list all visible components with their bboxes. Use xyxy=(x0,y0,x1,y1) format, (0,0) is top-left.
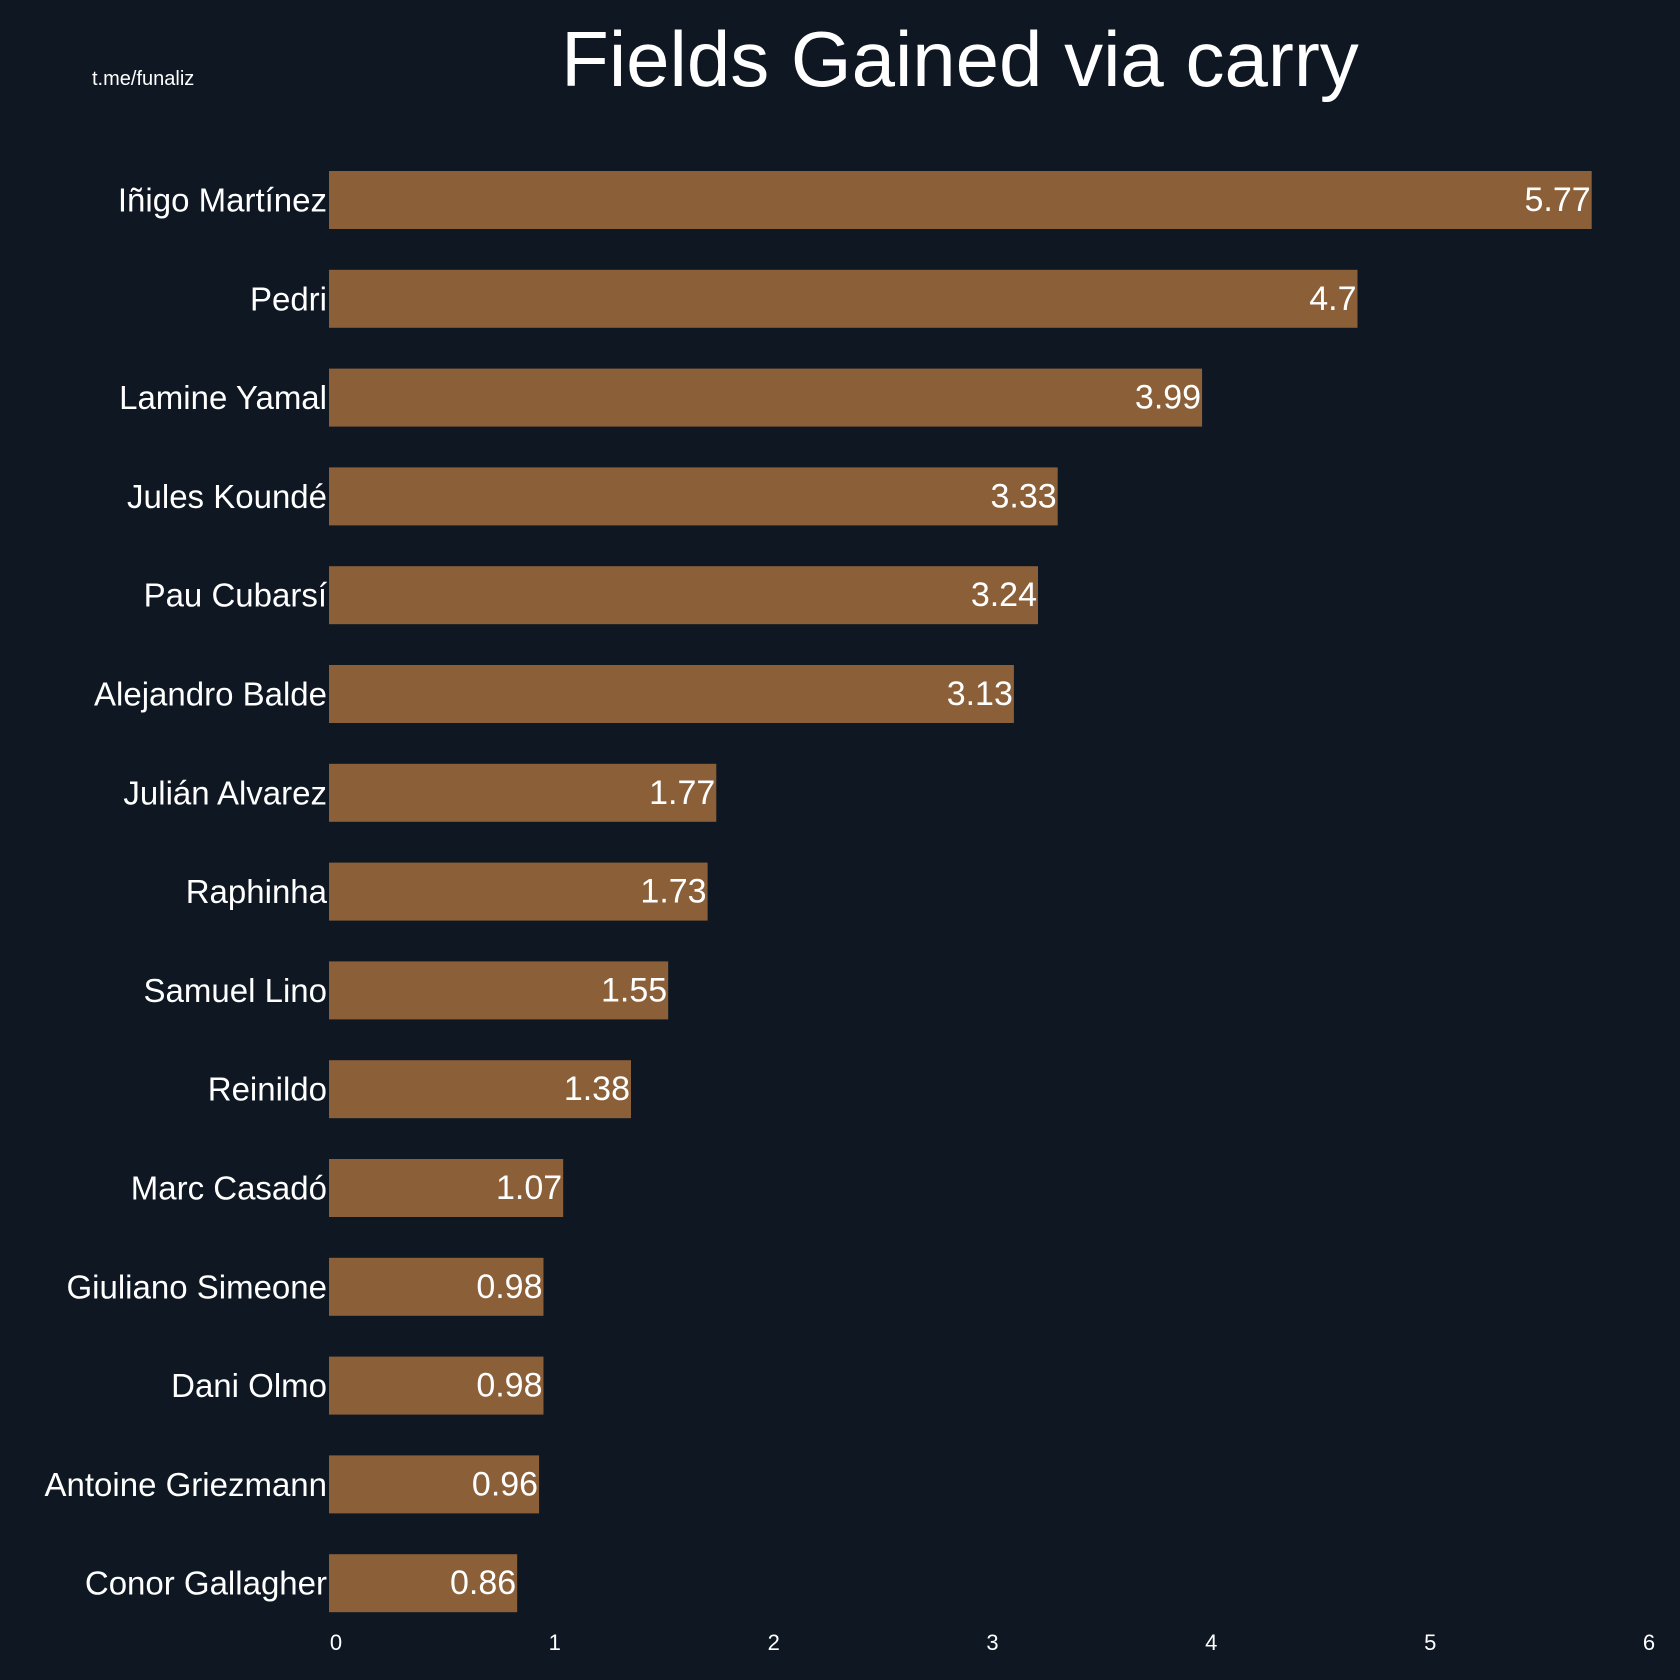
data-label: 0.86 xyxy=(450,1564,516,1602)
bar xyxy=(329,1554,518,1613)
bar xyxy=(329,1257,544,1316)
category-label: Raphinha xyxy=(186,873,328,910)
data-label: 3.24 xyxy=(971,576,1037,614)
data-label: 1.55 xyxy=(601,971,667,1009)
data-label: 1.73 xyxy=(640,873,706,911)
category-label: Jules Koundé xyxy=(127,478,327,515)
chart-title: Fields Gained via carry xyxy=(561,15,1359,103)
x-tick-label: 6 xyxy=(1643,1630,1655,1655)
bar xyxy=(329,1159,564,1217)
data-label: 0.98 xyxy=(476,1268,542,1306)
data-label: 1.38 xyxy=(564,1070,630,1108)
bar xyxy=(329,961,669,1020)
bar xyxy=(329,467,1058,526)
bar xyxy=(329,862,708,921)
x-tick-label: 1 xyxy=(549,1630,561,1655)
bar xyxy=(329,1356,544,1415)
data-label: 1.07 xyxy=(496,1169,562,1207)
data-label: 0.98 xyxy=(476,1367,542,1405)
bar xyxy=(329,763,717,822)
category-label: Iñigo Martínez xyxy=(118,182,327,219)
bar xyxy=(329,1455,540,1514)
category-label: Alejandro Balde xyxy=(94,676,327,713)
bar xyxy=(329,171,1592,229)
category-label: Dani Olmo xyxy=(171,1367,327,1404)
data-label: 3.33 xyxy=(991,477,1057,515)
bar xyxy=(329,665,1014,723)
category-label: Lamine Yamal xyxy=(119,379,327,416)
data-label: 3.13 xyxy=(947,675,1013,713)
data-label: 5.77 xyxy=(1525,181,1591,219)
data-label: 3.99 xyxy=(1135,379,1201,417)
category-label: Conor Gallagher xyxy=(85,1565,327,1602)
bar xyxy=(329,368,1203,427)
bar xyxy=(329,269,1358,328)
category-label: Pau Cubarsí xyxy=(144,577,327,614)
category-label: Julián Alvarez xyxy=(123,774,327,811)
bar xyxy=(329,566,1038,625)
category-label: Reinildo xyxy=(208,1071,327,1108)
watermark: t.me/funaliz xyxy=(92,68,195,90)
category-label: Marc Casadó xyxy=(131,1170,327,1207)
x-tick-label: 0 xyxy=(330,1630,342,1655)
data-label: 4.7 xyxy=(1309,280,1356,318)
category-label: Pedri xyxy=(250,280,327,317)
bar xyxy=(329,1060,631,1119)
category-label: Antoine Griezmann xyxy=(45,1466,327,1503)
x-tick-label: 4 xyxy=(1205,1630,1217,1655)
category-label: Samuel Lino xyxy=(144,972,327,1009)
x-tick-label: 3 xyxy=(986,1630,998,1655)
data-label: 1.77 xyxy=(649,774,715,812)
x-tick-label: 2 xyxy=(768,1630,780,1655)
x-tick-label: 5 xyxy=(1424,1630,1436,1655)
category-label: Giuliano Simeone xyxy=(67,1268,328,1305)
data-label: 0.96 xyxy=(472,1465,538,1503)
